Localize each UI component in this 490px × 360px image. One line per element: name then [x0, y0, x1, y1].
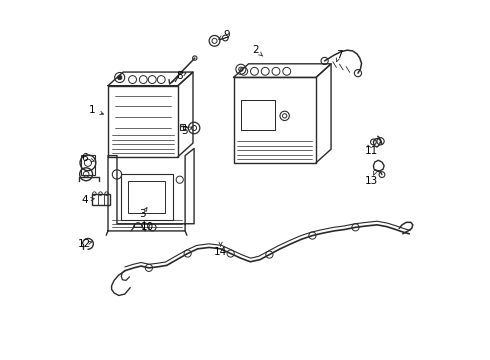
Text: 13: 13 [365, 176, 378, 186]
Bar [234, 77, 316, 163]
Text: 4: 4 [81, 195, 88, 205]
Text: 2: 2 [252, 45, 259, 55]
Text: 12: 12 [78, 239, 91, 249]
Text: 5: 5 [181, 126, 187, 135]
Text: 9: 9 [223, 30, 230, 40]
Bar [180, 125, 185, 130]
Bar [92, 194, 110, 205]
Text: 11: 11 [365, 145, 378, 156]
Circle shape [118, 75, 122, 80]
Bar [241, 100, 275, 130]
Text: 1: 1 [89, 105, 96, 115]
Text: 14: 14 [214, 247, 227, 257]
Text: 3: 3 [140, 209, 146, 219]
Bar [121, 174, 172, 220]
Text: 10: 10 [141, 222, 154, 232]
Text: 7: 7 [336, 50, 343, 60]
Bar [128, 181, 166, 213]
Bar [241, 100, 275, 130]
Text: 6: 6 [81, 153, 88, 163]
Bar [81, 154, 95, 175]
Text: 8: 8 [176, 71, 183, 81]
Bar [108, 86, 178, 157]
